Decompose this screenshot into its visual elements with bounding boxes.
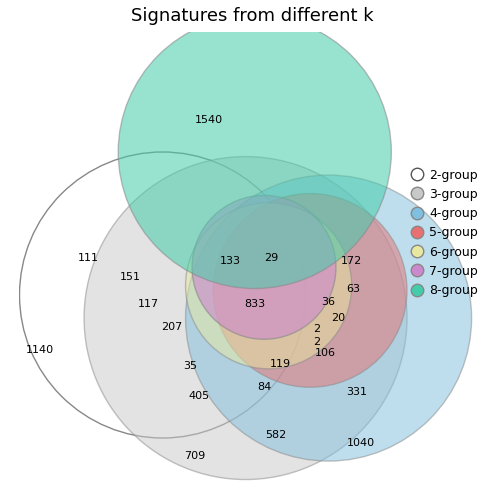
Text: 119: 119 xyxy=(270,359,291,369)
Text: 405: 405 xyxy=(189,392,210,402)
Circle shape xyxy=(192,196,336,339)
Text: 29: 29 xyxy=(264,253,279,263)
Circle shape xyxy=(185,203,352,369)
Text: 709: 709 xyxy=(184,452,206,462)
Text: 1540: 1540 xyxy=(195,115,223,124)
Circle shape xyxy=(213,194,407,387)
Text: 207: 207 xyxy=(161,322,182,332)
Legend: 2-group, 3-group, 4-group, 5-group, 6-group, 7-group, 8-group: 2-group, 3-group, 4-group, 5-group, 6-gr… xyxy=(411,168,478,297)
Text: 117: 117 xyxy=(138,299,159,309)
Circle shape xyxy=(118,16,391,289)
Text: 63: 63 xyxy=(346,284,360,293)
Text: 2: 2 xyxy=(313,324,320,334)
Text: 84: 84 xyxy=(257,382,271,392)
Text: 172: 172 xyxy=(341,256,362,266)
Circle shape xyxy=(84,157,407,479)
Text: 35: 35 xyxy=(183,361,197,371)
Text: 1140: 1140 xyxy=(26,345,54,355)
Title: Signatures from different k: Signatures from different k xyxy=(131,7,373,25)
Text: 331: 331 xyxy=(347,387,368,397)
Text: 151: 151 xyxy=(120,272,141,282)
Text: 36: 36 xyxy=(322,297,336,307)
Text: 20: 20 xyxy=(331,313,345,323)
Circle shape xyxy=(185,175,472,461)
Text: 2: 2 xyxy=(313,337,320,347)
Text: 111: 111 xyxy=(78,253,99,263)
Text: 582: 582 xyxy=(266,430,287,440)
Text: 1040: 1040 xyxy=(347,437,375,448)
Text: 106: 106 xyxy=(316,348,336,358)
Text: 833: 833 xyxy=(244,299,265,309)
Text: 133: 133 xyxy=(219,256,240,266)
